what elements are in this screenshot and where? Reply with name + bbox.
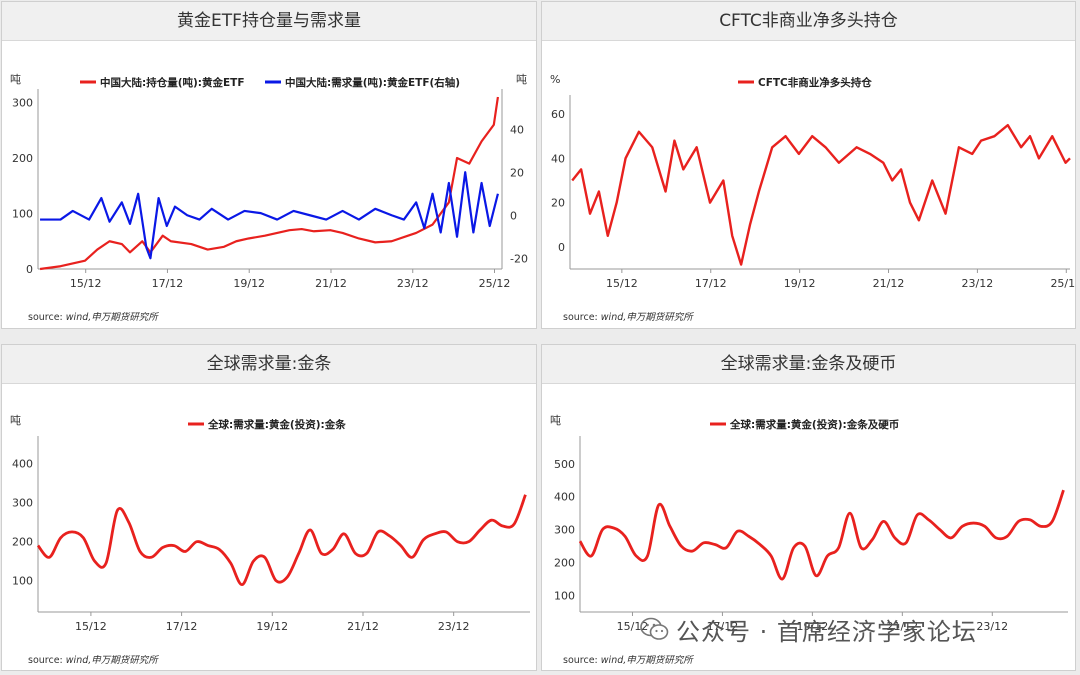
x-tick-label: 19/12	[784, 277, 816, 290]
y-axis-unit: 吨	[10, 73, 21, 86]
series-line-left	[578, 489, 1065, 581]
legend-label: 全球:需求量:黄金(投资):金条及硬币	[729, 418, 899, 431]
y-tick-label: 0	[558, 241, 565, 254]
source-note: source: wind,申万期货研究所	[563, 655, 693, 666]
y-axis-unit: 吨	[550, 414, 561, 427]
bar-demand-chart: 吨 100 200 300 400 15/12 17/12 19/12 21/12 23/12 全球…	[10, 414, 530, 633]
source-note: source: wind,申万期货研究所	[28, 655, 158, 666]
x-tick-label: 23/12	[397, 277, 429, 290]
y-tick-label: 500	[554, 458, 575, 471]
y-tick-label: 0	[26, 263, 33, 276]
y-tick-label: 300	[554, 524, 575, 537]
source-note: source: wind,申万期货研究所	[28, 312, 158, 323]
y-right-tick-label: 40	[510, 123, 524, 136]
y-tick-label: 400	[554, 491, 575, 504]
y-tick-label: 200	[12, 152, 33, 165]
y-tick-label: 100	[12, 208, 33, 221]
y-tick-label: 60	[551, 108, 565, 121]
x-tick-label: 17/12	[152, 277, 184, 290]
x-tick-label: 15/12	[70, 277, 102, 290]
y-tick-label: 300	[12, 497, 33, 510]
y-tick-label: 40	[551, 152, 565, 165]
y-tick-label: 400	[12, 458, 33, 471]
chart-panel-cftc: CFTC非商业净多头持仓 % 0 20 40 60 15/12 17/12 19/12 21/1…	[541, 1, 1076, 329]
legend-label: 中国大陆:需求量(吨):黄金ETF(右轴)	[285, 76, 460, 89]
y-tick-label: 100	[554, 590, 575, 603]
x-tick-label: 17/12	[166, 620, 198, 633]
x-tick-label: 23/12	[976, 620, 1008, 633]
y-tick-label: 200	[12, 536, 33, 549]
chart-title: 黄金ETF持仓量与需求量	[2, 2, 536, 41]
y-tick-label: 20	[551, 197, 565, 210]
chart-title: CFTC非商业净多头持仓	[542, 2, 1075, 41]
y-tick-label: 200	[554, 557, 575, 570]
chart-panel-bars-coins: 全球需求量:金条及硬币 吨 100 200 300 400 500 15/12 17/12 19…	[541, 344, 1076, 671]
x-tick-label: 21/12	[315, 277, 347, 290]
chart-panel-bars: 全球需求量:金条 吨 100 200 300 400 15/12 17/12 19/12 21/…	[1, 344, 537, 671]
x-tick-label: 19/12	[797, 620, 829, 633]
x-tick-label: 21/12	[886, 620, 918, 633]
series-line-left	[39, 96, 500, 271]
y-right-tick-label: -20	[510, 252, 528, 265]
legend-label: 中国大陆:持仓量(吨):黄金ETF	[100, 76, 245, 89]
x-tick-label: 21/12	[347, 620, 379, 633]
series-line-right	[40, 171, 499, 260]
chart-title: 全球需求量:金条及硬币	[542, 345, 1075, 384]
cftc-chart: % 0 20 40 60 15/12 17/12 19/12 21/12 23/12 25/12 CF…	[550, 73, 1075, 290]
etf-chart: 吨 0 100 200 300 吨 -20 0 20 40 15/12 17/12 19/12 21/12…	[10, 73, 528, 290]
x-tick-label: 21/12	[873, 277, 905, 290]
series-line-left	[36, 494, 527, 587]
x-tick-label: 25/12	[1050, 277, 1075, 290]
chart-panel-etf: 黄金ETF持仓量与需求量 吨 0 100 200 300 吨 -20 0 20 40 15/12 17…	[1, 1, 537, 329]
x-tick-label: 15/12	[75, 620, 107, 633]
wechat-icon	[640, 617, 669, 640]
chart-title: 全球需求量:金条	[2, 345, 536, 384]
y-tick-label: 100	[12, 575, 33, 588]
series-line-left	[571, 123, 1071, 266]
x-tick-label: 17/12	[695, 277, 727, 290]
y-tick-label: 300	[12, 97, 33, 110]
x-tick-label: 23/12	[438, 620, 470, 633]
x-tick-label: 19/12	[233, 277, 265, 290]
bar-coin-demand-chart: 吨 100 200 300 400 500 15/12 17/12 19/12 21/12 23/1…	[550, 414, 1068, 633]
y-right-tick-label: 0	[510, 209, 517, 222]
y-axis-unit: %	[550, 73, 560, 86]
watermark: 公众号 · 首席经济学家论坛	[676, 618, 977, 646]
y-right-tick-label: 20	[510, 166, 524, 179]
x-tick-label: 15/12	[617, 620, 649, 633]
x-tick-label: 25/12	[479, 277, 511, 290]
x-tick-label: 15/12	[606, 277, 638, 290]
legend-label: 全球:需求量:黄金(投资):金条	[207, 418, 346, 431]
y-axis-right-unit: 吨	[516, 73, 527, 86]
x-tick-label: 19/12	[256, 620, 288, 633]
source-note: source: wind,申万期货研究所	[563, 312, 693, 323]
y-axis-unit: 吨	[10, 414, 21, 427]
legend-label: CFTC非商业净多头持仓	[758, 76, 872, 89]
x-tick-label: 23/12	[962, 277, 994, 290]
x-tick-label: 17/12	[707, 620, 739, 633]
